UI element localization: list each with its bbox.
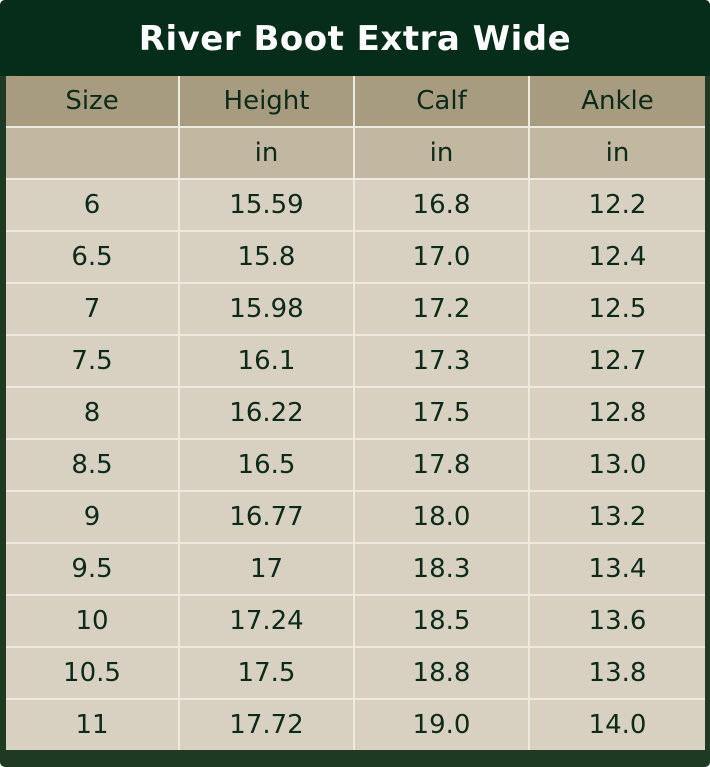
column-header-calf: Calf: [353, 76, 530, 128]
cell-calf: 17.5: [353, 386, 530, 440]
cell-height: 16.1: [178, 334, 355, 388]
cell-calf: 19.0: [353, 698, 530, 750]
table-row: 9 16.77 18.0 13.2: [6, 490, 705, 544]
cell-calf: 17.0: [353, 230, 530, 284]
cell-calf: 17.8: [353, 438, 530, 492]
cell-size: 8: [6, 386, 180, 440]
table-row: 9.5 17 18.3 13.4: [6, 542, 705, 596]
unit-size: [6, 126, 180, 179]
cell-size: 8.5: [6, 438, 180, 492]
table-row: 8 16.22 17.5 12.8: [6, 386, 705, 440]
table-row: 6 15.59 16.8 12.2: [6, 178, 705, 232]
table-row: 7 15.98 17.2 12.5: [6, 282, 705, 336]
unit-row: in in in: [6, 126, 705, 179]
cell-size: 6.5: [6, 230, 180, 284]
cell-height: 17.72: [178, 698, 355, 750]
cell-calf: 18.3: [353, 542, 530, 596]
column-header-height: Height: [178, 76, 355, 128]
cell-size: 7.5: [6, 334, 180, 388]
cell-ankle: 13.2: [528, 490, 705, 544]
table-body: 6 15.59 16.8 12.2 6.5 15.8 17.0 12.4 7 15.98 17.2 1…: [6, 178, 705, 750]
cell-calf: 18.5: [353, 594, 530, 648]
cell-ankle: 12.5: [528, 282, 705, 336]
table-row: 8.5 16.5 17.8 13.0: [6, 438, 705, 492]
cell-calf: 18.0: [353, 490, 530, 544]
cell-ankle: 13.0: [528, 438, 705, 492]
cell-size: 7: [6, 282, 180, 336]
cell-height: 16.5: [178, 438, 355, 492]
header-row: Size Height Calf Ankle: [6, 76, 705, 128]
cell-ankle: 13.8: [528, 646, 705, 700]
cell-ankle: 12.7: [528, 334, 705, 388]
table-row: 11 17.72 19.0 14.0: [6, 698, 705, 750]
table-row: 10 17.24 18.5 13.6: [6, 594, 705, 648]
cell-height: 15.59: [178, 178, 355, 232]
cell-height: 16.22: [178, 386, 355, 440]
cell-size: 9: [6, 490, 180, 544]
cell-ankle: 13.6: [528, 594, 705, 648]
cell-calf: 18.8: [353, 646, 530, 700]
cell-ankle: 14.0: [528, 698, 705, 750]
unit-ankle: in: [528, 126, 705, 179]
chart-title: River Boot Extra Wide: [0, 0, 710, 76]
cell-height: 16.77: [178, 490, 355, 544]
cell-calf: 17.3: [353, 334, 530, 388]
unit-height: in: [178, 126, 355, 179]
cell-height: 15.98: [178, 282, 355, 336]
cell-height: 17.5: [178, 646, 355, 700]
cell-ankle: 12.2: [528, 178, 705, 232]
cell-ankle: 12.4: [528, 230, 705, 284]
column-header-ankle: Ankle: [528, 76, 705, 128]
cell-size: 11: [6, 698, 180, 750]
table-row: 6.5 15.8 17.0 12.4: [6, 230, 705, 284]
size-table: Size Height Calf Ankle in in in 6 15.59 16…: [6, 76, 705, 750]
cell-height: 17: [178, 542, 355, 596]
cell-ankle: 13.4: [528, 542, 705, 596]
cell-ankle: 12.8: [528, 386, 705, 440]
cell-size: 6: [6, 178, 180, 232]
table-row: 10.5 17.5 18.8 13.8: [6, 646, 705, 700]
cell-size: 10: [6, 594, 180, 648]
cell-size: 9.5: [6, 542, 180, 596]
cell-height: 15.8: [178, 230, 355, 284]
unit-calf: in: [353, 126, 530, 179]
column-header-size: Size: [6, 76, 180, 128]
cell-height: 17.24: [178, 594, 355, 648]
table-row: 7.5 16.1 17.3 12.7: [6, 334, 705, 388]
cell-size: 10.5: [6, 646, 180, 700]
cell-calf: 17.2: [353, 282, 530, 336]
cell-calf: 16.8: [353, 178, 530, 232]
